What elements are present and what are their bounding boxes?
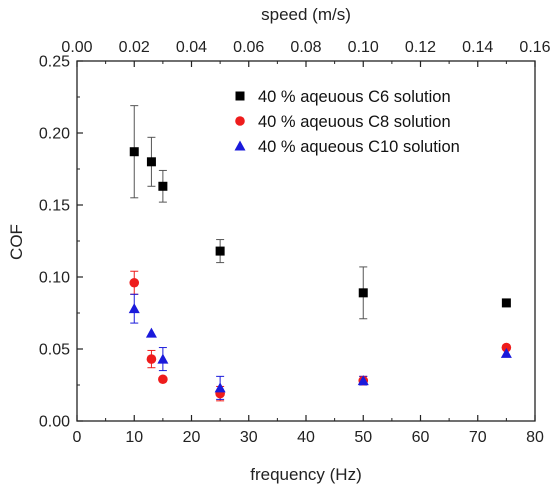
y-axis-label: COF [7,224,26,260]
x2-tick-label: 0.12 [405,39,436,56]
x-tick-label: 50 [354,429,372,446]
x-tick-label: 60 [412,429,430,446]
y-tick-label: 0.00 [39,414,70,431]
data-point [158,181,168,191]
legend-marker [235,91,245,101]
data-point [500,347,512,358]
data-point [357,375,369,386]
legend-label: 40 % aqueous C10 solution [258,138,460,156]
data-point [146,157,156,167]
x-tick-label: 80 [526,429,544,446]
x2-axis-label: speed (m/s) [261,5,351,24]
y-tick-label: 0.20 [39,126,70,143]
legend-marker [235,116,245,126]
x-tick-label: 40 [297,429,315,446]
data-point [501,342,512,353]
x2-tick-label: 0.02 [119,39,150,56]
data-markers [128,147,512,399]
x-tick-label: 30 [240,429,258,446]
legend: 40 % aqeuous C6 solution 40 % aqeuous C8 … [234,88,460,156]
data-point [501,298,511,308]
x-tick-label: 10 [125,429,143,446]
data-point [128,303,140,314]
data-point [158,374,168,385]
data-point [145,327,157,338]
data-point [214,382,226,393]
x-tick-label: 20 [183,429,201,446]
x-tick-label: 0 [73,429,82,446]
y-tick-label: 0.25 [39,54,70,71]
y-tick-label: 0.10 [39,270,70,287]
data-point [129,277,140,288]
x2-tick-label: 0.10 [348,39,379,56]
legend-marker [234,140,246,151]
legend-label: 40 % aqeuous C6 solution [258,88,451,106]
data-point [146,354,157,364]
x2-tick-label: 0.04 [176,39,207,56]
ticks: 0 10 20 30 40 50 60 70 80 0.00 0.02 0.04 0.06 0.08 0.1… [39,39,550,446]
data-point [129,147,139,157]
y-tick-label: 0.05 [39,342,70,359]
data-point [358,288,368,298]
legend-label: 40 % aqeuous C8 solution [258,113,451,131]
x2-tick-label: 0.06 [233,39,264,56]
data-point [215,246,225,256]
x2-tick-label: 0.08 [290,39,321,56]
x-axis-label: frequency (Hz) [250,465,361,484]
x-tick-label: 70 [469,429,487,446]
x2-tick-label: 0.14 [462,39,493,56]
data-point [157,353,169,364]
y-tick-label: 0.15 [39,198,70,215]
x2-tick-label: 0.16 [519,39,550,56]
x2-tick-label: 0.00 [61,39,92,56]
